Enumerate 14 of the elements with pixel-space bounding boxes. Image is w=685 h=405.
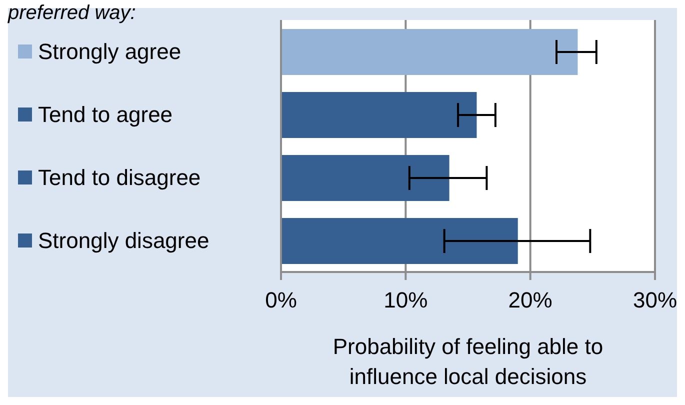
- bar: [281, 218, 518, 264]
- bar: [281, 92, 477, 138]
- y-tick-label: Strongly agree: [38, 39, 182, 64]
- y-tick-label: Tend to disagree: [38, 165, 201, 190]
- bar: [281, 29, 578, 75]
- x-tick-label: 30%: [632, 288, 678, 313]
- x-tick-label: 20%: [508, 288, 552, 313]
- text: preferred way:: [8, 2, 136, 25]
- y-tick-label: Strongly disagree: [38, 228, 210, 254]
- x-tick-label: 10%: [384, 288, 428, 313]
- y-tick-label: Tend to agree: [38, 102, 173, 128]
- x-tick-label: 0%: [265, 288, 297, 313]
- bar: [281, 155, 450, 201]
- x-axis-title: Probability of feeling able to influence local decisions: [332, 334, 604, 389]
